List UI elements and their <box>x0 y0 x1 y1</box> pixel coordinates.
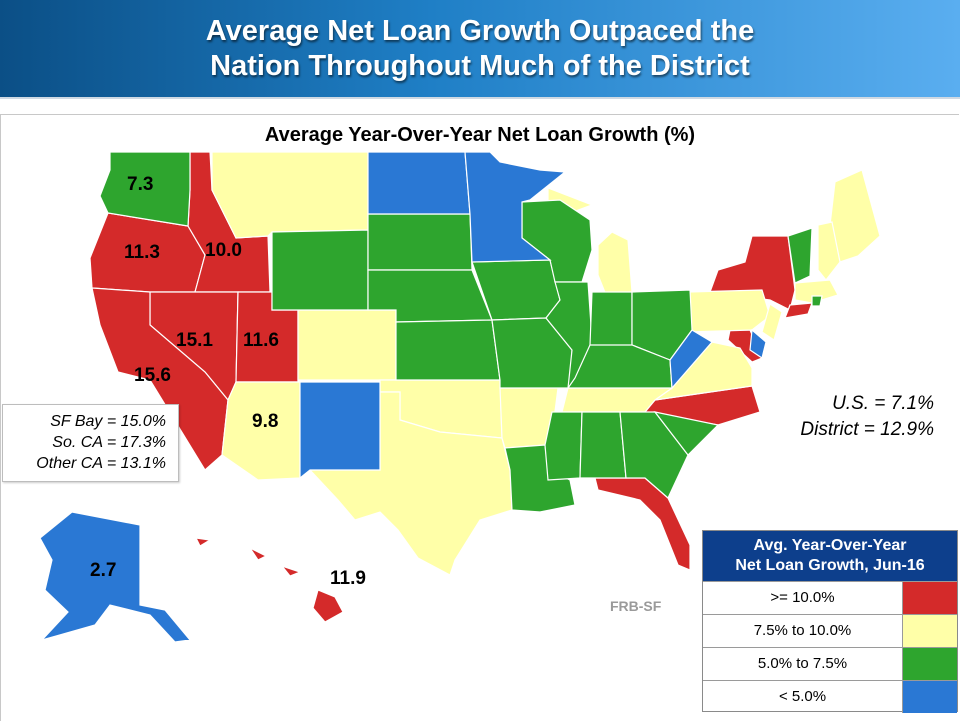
legend-row: 5.0% to 7.5% <box>703 647 957 680</box>
state-minnesota <box>464 151 567 263</box>
state-mississippi <box>544 411 583 481</box>
state-new-jersey <box>761 303 783 341</box>
slide-title: Average Net Loan Growth Outpaced the Nat… <box>0 14 960 84</box>
map-title: Average Year-Over-Year Net Loan Growth (… <box>264 124 696 146</box>
ca-other: Other CA = 13.1% <box>36 455 166 472</box>
state-connecticut <box>784 302 813 319</box>
title-line-2: Nation Throughout Much of the District <box>210 50 750 82</box>
legend-label: 7.5% to 10.0% <box>703 615 903 647</box>
source-label: FRB-SF <box>610 598 662 614</box>
value-california: 15.6 <box>134 365 171 386</box>
state-new-hampshire <box>817 221 841 281</box>
yellow-states <box>211 151 881 576</box>
summary-stats: U.S. = 7.1% District = 12.9% <box>800 391 934 443</box>
legend-swatch-blue <box>903 681 957 713</box>
district-average: District = 12.9% <box>800 419 934 440</box>
state-vermont <box>787 227 813 284</box>
value-alaska: 2.7 <box>90 560 116 581</box>
ca-sf-bay: SF Bay = 15.0% <box>50 413 166 430</box>
green-states <box>99 151 823 513</box>
value-oregon: 11.3 <box>124 242 160 263</box>
state-alabama <box>579 411 627 479</box>
state-west-virginia <box>669 329 713 390</box>
state-montana <box>211 151 369 239</box>
state-alaska <box>39 511 192 643</box>
us-average: U.S. = 7.1% <box>832 393 934 414</box>
legend-row: < 5.0% <box>703 680 957 713</box>
legend-label: 5.0% to 7.5% <box>703 648 903 680</box>
value-hawaii: 11.9 <box>330 568 366 589</box>
legend-swatch-yellow <box>903 615 957 647</box>
legend-title: Avg. Year-Over-Year Net Loan Growth, Jun… <box>703 531 957 581</box>
title-banner: Average Net Loan Growth Outpaced the Nat… <box>0 0 960 99</box>
state-delaware <box>749 328 767 359</box>
state-colorado <box>297 309 397 381</box>
state-texas <box>308 391 513 576</box>
blue-states <box>39 151 767 643</box>
value-nevada: 15.1 <box>176 330 213 351</box>
legend-swatch-red <box>903 582 957 614</box>
map-frame <box>0 114 959 721</box>
california-breakdown-box: SF Bay = 15.0% So. CA = 17.3% Other CA =… <box>2 404 179 482</box>
state-south-dakota <box>367 213 473 271</box>
value-arizona: 9.8 <box>252 411 278 432</box>
state-hawaii <box>194 537 344 623</box>
value-utah: 11.6 <box>243 330 279 351</box>
legend: Avg. Year-Over-Year Net Loan Growth, Jun… <box>702 530 958 713</box>
state-south-carolina <box>653 411 720 456</box>
state-rhode-island <box>811 295 823 307</box>
state-north-dakota <box>367 151 471 215</box>
legend-title-line-1: Avg. Year-Over-Year <box>753 537 907 554</box>
state-florida <box>594 477 691 571</box>
title-line-1: Average Net Loan Growth Outpaced the <box>205 15 755 47</box>
state-new-mexico <box>299 381 381 480</box>
state-kansas <box>395 319 501 381</box>
state-massachusetts <box>794 279 839 304</box>
legend-row: 7.5% to 10.0% <box>703 614 957 647</box>
value-idaho: 10.0 <box>205 240 242 261</box>
legend-label: >= 10.0% <box>703 582 903 614</box>
legend-swatch-green <box>903 648 957 680</box>
ca-south: So. CA = 17.3% <box>52 434 166 451</box>
state-wyoming <box>271 229 369 311</box>
legend-label: < 5.0% <box>703 681 903 713</box>
legend-title-line-2: Net Loan Growth, Jun-16 <box>735 557 925 574</box>
state-pennsylvania <box>687 289 771 333</box>
legend-row: >= 10.0% <box>703 581 957 614</box>
value-washington: 7.3 <box>127 174 153 195</box>
state-washington <box>99 151 191 227</box>
